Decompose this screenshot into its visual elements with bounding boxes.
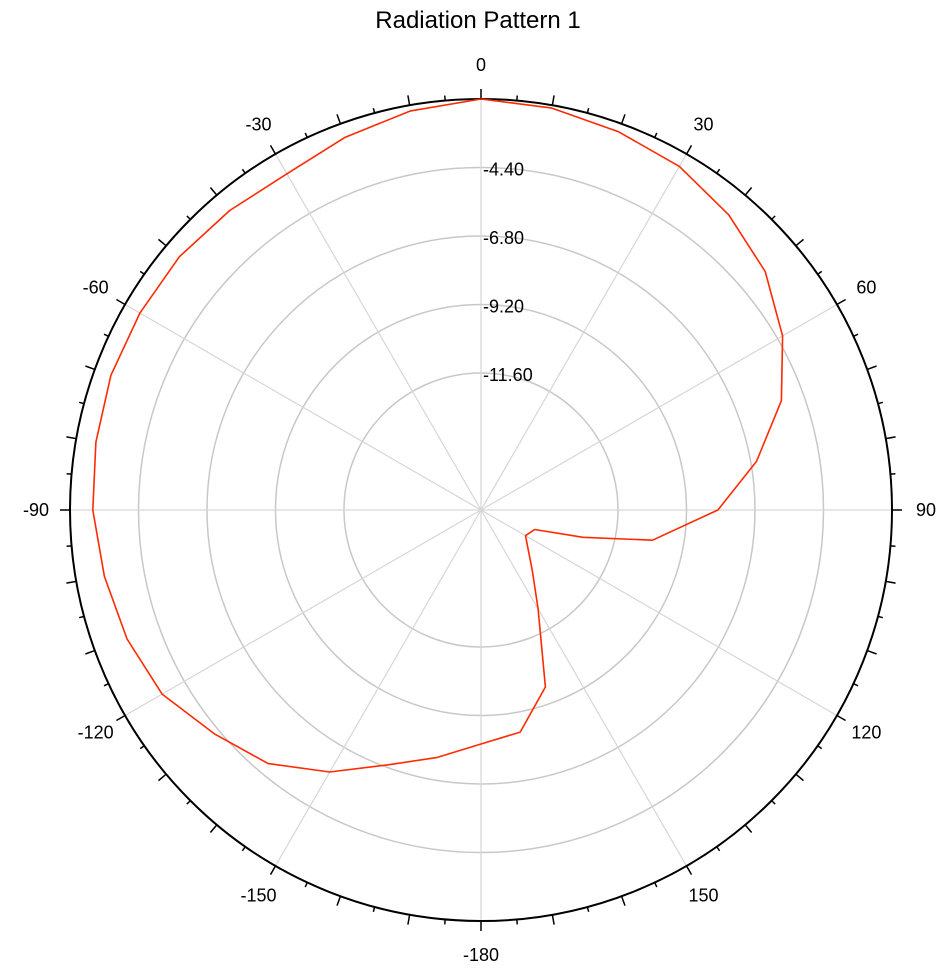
angle-label: -30 — [245, 115, 271, 135]
angle-tick — [407, 95, 411, 106]
grid-spoke — [274, 509, 482, 867]
ring-label: -6.80 — [483, 228, 524, 248]
angle-tick — [372, 107, 376, 114]
angle-labels: 0 30 60 90 120 150 -180 -150 -120 -90 -60 -30 — [23, 55, 936, 965]
angle-tick — [586, 906, 590, 913]
chart-title: Radiation Pattern 1 — [375, 7, 580, 34]
grid-spoke — [124, 303, 482, 511]
grid-spoke — [480, 509, 688, 867]
angle-ticks — [60, 89, 902, 931]
angle-label: 0 — [476, 55, 486, 75]
angle-label: -150 — [240, 885, 276, 905]
angle-tick — [336, 895, 342, 906]
angle-tick — [620, 895, 626, 906]
angle-tick — [186, 215, 191, 220]
polar-grid — [69, 98, 893, 922]
ring-label: -9.20 — [483, 297, 524, 317]
ring-label: -11.60 — [483, 365, 533, 385]
angle-tick — [158, 238, 167, 247]
angle-tick — [836, 714, 846, 722]
angle-tick — [771, 215, 776, 220]
angle-tick — [685, 145, 693, 155]
angle-tick — [116, 298, 126, 306]
angle-label: -90 — [23, 500, 49, 520]
angle-tick — [866, 365, 877, 371]
angle-tick — [744, 187, 753, 196]
angle-tick — [85, 365, 96, 371]
series-line — [92, 98, 784, 773]
angle-tick — [877, 401, 884, 405]
angle-tick — [866, 649, 877, 655]
angle-tick — [551, 95, 555, 106]
angle-tick — [209, 187, 218, 196]
angle-tick — [654, 132, 658, 138]
ring-label: -4.40 — [483, 160, 524, 180]
angle-tick — [877, 615, 884, 619]
angle-tick — [654, 882, 658, 888]
angle-tick — [304, 882, 308, 888]
angle-label: 30 — [693, 115, 713, 135]
angle-label: 150 — [688, 885, 718, 905]
angle-tick — [116, 714, 126, 722]
angle-tick — [209, 824, 218, 833]
angle-tick — [685, 865, 693, 875]
angle-tick — [158, 773, 167, 782]
angle-tick — [66, 436, 77, 440]
angle-tick — [372, 906, 376, 913]
angle-tick — [304, 132, 308, 138]
grid-spoke — [124, 509, 482, 717]
angle-tick — [795, 773, 804, 782]
grid-spoke — [480, 509, 838, 717]
angle-tick — [853, 333, 859, 337]
angle-tick — [269, 145, 277, 155]
ring-labels: -4.40 -6.80 -9.20 -11.60 — [483, 160, 533, 386]
angle-tick — [744, 824, 753, 833]
angle-tick — [885, 436, 896, 440]
angle-label: 120 — [851, 723, 881, 743]
angle-label: 60 — [856, 278, 876, 298]
angle-tick — [716, 168, 721, 174]
angle-label: -60 — [83, 278, 109, 298]
angle-tick — [716, 846, 721, 852]
angle-tick — [407, 914, 411, 925]
angle-tick — [586, 107, 590, 114]
angle-tick — [241, 168, 246, 174]
angle-tick — [817, 270, 823, 275]
angle-tick — [795, 238, 804, 247]
angle-tick — [241, 846, 246, 852]
grid-spoke — [274, 153, 482, 511]
angle-label: -120 — [78, 723, 114, 743]
angle-tick — [103, 333, 109, 337]
grid-spoke — [480, 153, 688, 511]
grid-spoke — [480, 303, 838, 511]
angle-tick — [78, 401, 85, 405]
angle-tick — [103, 683, 109, 687]
angle-tick — [336, 114, 342, 125]
angle-tick — [771, 800, 776, 805]
angle-tick — [817, 745, 823, 750]
angle-tick — [269, 865, 277, 875]
angle-label: -180 — [463, 945, 499, 965]
angle-tick — [66, 580, 77, 584]
angle-tick — [620, 114, 626, 125]
angle-label: 90 — [916, 500, 936, 520]
angle-tick — [853, 683, 859, 687]
angle-tick — [836, 298, 846, 306]
angle-tick — [78, 615, 85, 619]
angle-tick — [85, 649, 96, 655]
series-layer — [92, 98, 784, 773]
angle-tick — [551, 914, 555, 925]
angle-tick — [139, 745, 145, 750]
angle-tick — [885, 580, 896, 584]
angle-tick — [139, 270, 145, 275]
angle-tick — [186, 800, 191, 805]
